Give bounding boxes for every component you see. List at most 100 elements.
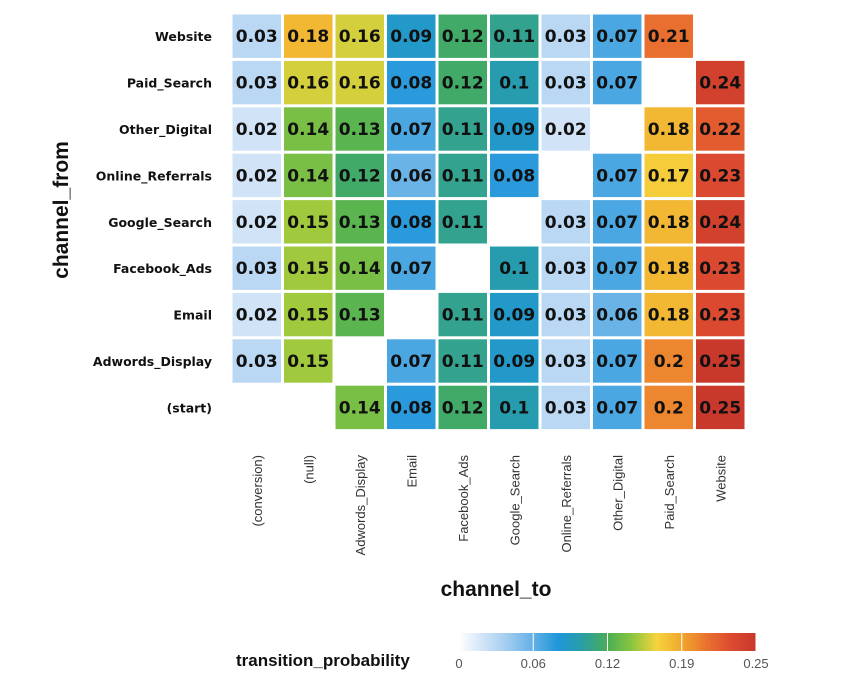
heatmap-cell	[696, 339, 745, 383]
heatmap-cell	[696, 107, 745, 151]
heatmap-cell	[232, 107, 281, 151]
cell-value-label: 0.03	[545, 306, 587, 326]
row-tick-label: Paid_Search	[127, 76, 212, 92]
heatmap-cell	[490, 107, 539, 151]
heatmap-cell	[284, 14, 333, 58]
heatmap-cell	[696, 246, 745, 290]
column-labels: (conversion) (null) Adwords_Display Email Fa…	[250, 455, 729, 556]
heatmap-cell	[593, 246, 642, 290]
heatmap-cell	[541, 60, 590, 105]
cell-value-label: 0.07	[390, 259, 432, 279]
heatmap-cell	[232, 339, 281, 383]
cell-value-label: 0.02	[236, 306, 278, 326]
cell-value-label: 0.15	[287, 352, 329, 372]
cell-value-label: 0.07	[596, 74, 638, 94]
row-tick-label: Website	[155, 29, 212, 44]
heatmap-cell	[438, 153, 487, 198]
heatmap-cell	[232, 200, 281, 244]
heatmap-cell	[232, 14, 281, 58]
cell-value-label: 0.09	[493, 120, 535, 140]
cell-value-label: 0.03	[545, 27, 587, 47]
cell-value-label: 0.02	[236, 120, 278, 140]
cell-value-label: 0.07	[596, 398, 638, 418]
cell-value-label: 0.13	[339, 213, 381, 233]
cell-value-label: 0.25	[699, 398, 741, 418]
column-tick-label: (conversion)	[250, 455, 265, 527]
cell-value-label: 0.11	[442, 213, 484, 233]
heatmap-cell	[593, 60, 642, 105]
heatmap-cell	[335, 107, 384, 151]
heatmap-cell	[335, 385, 384, 430]
heatmap-cell	[644, 246, 693, 290]
cell-value-label: 0.03	[236, 352, 278, 372]
column-tick-label: Other_Digital	[610, 455, 625, 531]
y-axis-title: channel_from	[50, 141, 73, 279]
heatmap-cell	[284, 246, 333, 290]
heatmap-cell	[696, 60, 745, 105]
cell-value-label: 0.07	[596, 213, 638, 233]
column-tick-label: Website	[713, 455, 728, 502]
heatmap-cell	[335, 14, 384, 58]
heatmap-cell	[696, 200, 745, 244]
heatmap-cell	[490, 153, 539, 198]
heatmap-cell	[541, 14, 590, 58]
cell-value-label: 0.03	[236, 74, 278, 94]
legend-tick-label: 0.25	[743, 656, 768, 671]
column-tick-label: Google_Search	[507, 455, 522, 545]
cell-value-label: 0.02	[236, 166, 278, 186]
heatmap-cell	[593, 339, 642, 383]
heatmap-cell	[541, 107, 590, 151]
heatmap-cell	[335, 153, 384, 198]
heatmap-cell	[232, 292, 281, 337]
cell-value-label: 0.1	[499, 74, 529, 94]
heatmap-cell	[284, 292, 333, 337]
heatmap-cell	[335, 60, 384, 105]
cell-value-label: 0.09	[493, 352, 535, 372]
cell-value-label: 0.09	[493, 306, 535, 326]
heatmap-cell	[541, 246, 590, 290]
column-tick-label: Facebook_Ads	[456, 455, 471, 542]
heatmap-cell	[438, 292, 487, 337]
heatmap-cell	[335, 200, 384, 244]
cell-value-label: 0.03	[545, 352, 587, 372]
cell-value-label: 0.03	[545, 398, 587, 418]
cell-value-label: 0.12	[442, 398, 484, 418]
heatmap-cell	[593, 153, 642, 198]
row-tick-label: Other_Digital	[119, 122, 212, 138]
cell-value-label: 0.07	[596, 27, 638, 47]
cell-value-label: 0.15	[287, 259, 329, 279]
cell-value-label: 0.2	[654, 352, 684, 372]
column-tick-label: Paid_Search	[662, 455, 677, 529]
heatmap-cell	[490, 339, 539, 383]
cell-value-label: 0.16	[339, 27, 381, 47]
legend-tick-label: 0.19	[669, 656, 694, 671]
cell-value-label: 0.03	[545, 213, 587, 233]
cell-value-label: 0.12	[339, 166, 381, 186]
cell-value-label: 0.23	[699, 306, 741, 326]
cell-value-label: 0.14	[339, 398, 381, 418]
heatmap-cell	[284, 200, 333, 244]
cell-value-label: 0.03	[236, 27, 278, 47]
cell-value-label: 0.11	[442, 120, 484, 140]
heatmap-cell	[490, 292, 539, 337]
legend: transition_probability 0 0.06 0.12 0.19 0.25	[236, 633, 769, 671]
cell-value-label: 0.25	[699, 352, 741, 372]
cell-value-label: 0.03	[236, 259, 278, 279]
heatmap-cell	[541, 292, 590, 337]
cell-value-label: 0.06	[596, 306, 638, 326]
cell-value-label: 0.13	[339, 120, 381, 140]
heatmap-cell	[284, 107, 333, 151]
heatmap-cell	[541, 200, 590, 244]
heatmap-cell	[644, 385, 693, 430]
cell-value-label: 0.08	[493, 166, 535, 186]
cell-value-label: 0.07	[596, 259, 638, 279]
cell-value-label: 0.11	[442, 166, 484, 186]
heatmap-cell	[696, 385, 745, 430]
heatmap-cell	[644, 153, 693, 198]
cell-value-label: 0.12	[442, 27, 484, 47]
heatmap-cells: 0.03 0.18 0.16 0.09 0.12 0.11 0.03 0.07 0.21 0.03…	[232, 14, 745, 430]
cell-value-label: 0.08	[390, 74, 432, 94]
column-tick-label: Email	[404, 455, 419, 488]
cell-value-label: 0.21	[648, 27, 690, 47]
